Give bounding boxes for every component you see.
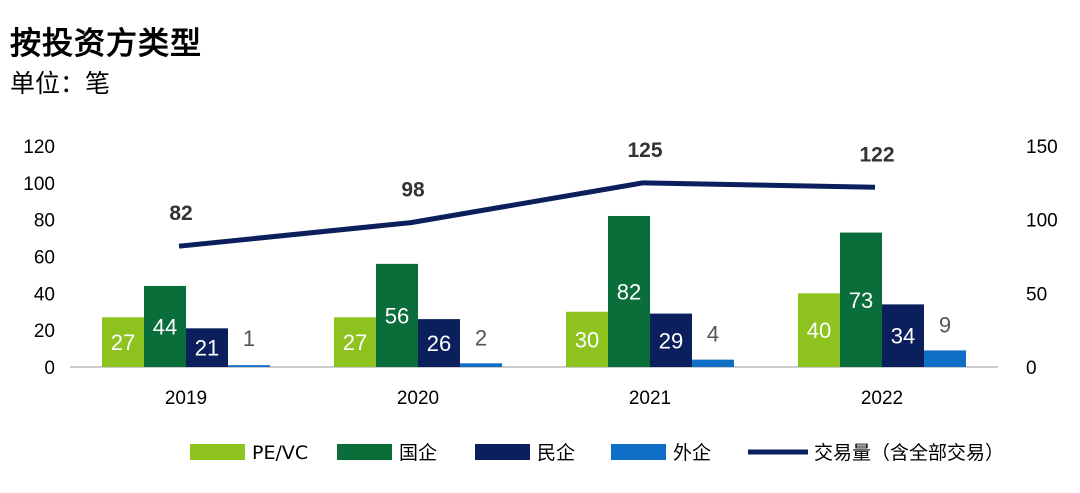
right-axis: 0 50 100 150 bbox=[1026, 137, 1058, 379]
x-axis: 2019 2020 2021 2022 bbox=[70, 366, 998, 409]
bar-value-label: 73 bbox=[849, 288, 873, 313]
bar-value-label: 29 bbox=[659, 328, 683, 353]
legend-label: 交易量（含全部交易） bbox=[814, 442, 1004, 464]
left-axis-tick-label: 60 bbox=[34, 248, 55, 269]
bar bbox=[608, 215, 650, 367]
left-axis: 0 20 40 60 80 100 120 bbox=[23, 137, 55, 379]
bar bbox=[102, 317, 144, 367]
bar bbox=[566, 311, 608, 367]
bar-value-label: 34 bbox=[891, 324, 915, 349]
bar bbox=[798, 293, 840, 367]
bar-value-label: 9 bbox=[939, 312, 951, 337]
left-axis-tick-label: 20 bbox=[34, 321, 55, 342]
bar-value-label: 27 bbox=[343, 330, 367, 355]
right-axis-tick-label: 50 bbox=[1026, 284, 1047, 305]
bar-value-label: 4 bbox=[707, 322, 719, 347]
legend-label: 外企 bbox=[673, 442, 711, 464]
total-line: 82 98 125 122 bbox=[169, 139, 895, 249]
left-axis-tick-label: 120 bbox=[23, 137, 55, 158]
legend-swatch bbox=[337, 444, 392, 460]
x-axis-tick-label: 2021 bbox=[629, 388, 671, 409]
bar-value-label: 40 bbox=[807, 318, 831, 343]
right-axis-tick-label: 0 bbox=[1026, 358, 1037, 379]
line-value-label: 122 bbox=[859, 143, 894, 166]
bar bbox=[418, 319, 460, 367]
left-axis-tick-label: 0 bbox=[44, 358, 55, 379]
line-value-label: 98 bbox=[401, 179, 425, 202]
bar-value-label: 44 bbox=[153, 314, 177, 339]
bar bbox=[882, 304, 924, 367]
bar bbox=[186, 328, 228, 367]
bar bbox=[144, 285, 186, 367]
x-axis-tick-label: 2019 bbox=[165, 388, 207, 409]
bar bbox=[924, 350, 966, 367]
bar bbox=[650, 313, 692, 367]
line-value-label: 82 bbox=[169, 202, 192, 225]
bar-value-label: 26 bbox=[427, 331, 451, 356]
legend-label: PE/VC bbox=[252, 442, 308, 464]
line-value-label: 125 bbox=[627, 139, 662, 162]
bar bbox=[460, 363, 502, 367]
bar-value-label: 2 bbox=[475, 325, 487, 350]
bar bbox=[228, 365, 270, 367]
legend-label: 民企 bbox=[537, 442, 575, 464]
legend-swatch bbox=[611, 444, 666, 460]
bar-value-label: 56 bbox=[385, 303, 409, 328]
bar-value-label: 21 bbox=[195, 336, 219, 361]
left-axis-tick-label: 40 bbox=[34, 284, 55, 305]
legend-swatch bbox=[190, 444, 245, 460]
chart-title: 按投资方类型 bbox=[10, 26, 202, 62]
bar bbox=[376, 263, 418, 367]
bar bbox=[334, 317, 376, 367]
right-axis-tick-label: 150 bbox=[1026, 137, 1058, 158]
bar-value-label: 82 bbox=[617, 279, 641, 304]
bar-value-label: 30 bbox=[575, 327, 599, 352]
left-axis-tick-label: 80 bbox=[34, 211, 55, 232]
chart-subtitle: 单位：笔 bbox=[10, 69, 111, 98]
legend-label: 国企 bbox=[399, 442, 437, 464]
bar bbox=[692, 359, 734, 367]
bar-value-label: 27 bbox=[111, 330, 135, 355]
legend-swatch bbox=[475, 444, 530, 460]
bars: 27 27 30 40 44 56 82 73 21 26 29 34 1 2 4 9 bbox=[102, 215, 966, 367]
left-axis-tick-label: 100 bbox=[23, 174, 55, 195]
legend: PE/VC 国企 民企 外企 交易量（含全部交易） bbox=[190, 442, 1004, 464]
line-path bbox=[178, 180, 876, 249]
right-axis-tick-label: 100 bbox=[1026, 211, 1058, 232]
bar bbox=[840, 232, 882, 367]
bar-value-label: 1 bbox=[243, 326, 255, 351]
x-axis-tick-label: 2022 bbox=[861, 388, 903, 409]
x-axis-tick-label: 2020 bbox=[397, 388, 439, 409]
